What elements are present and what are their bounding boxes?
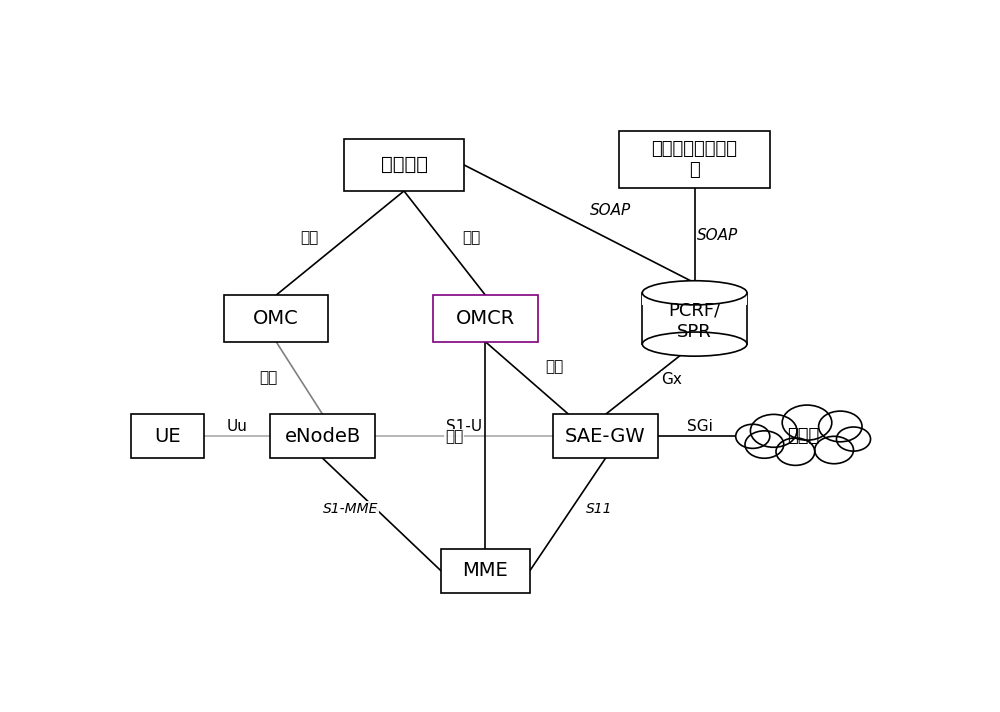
- Text: SOAP: SOAP: [697, 228, 738, 243]
- Text: PCRF/
SPR: PCRF/ SPR: [668, 302, 721, 340]
- Text: 南向: 南向: [545, 360, 563, 375]
- Bar: [642, 281, 747, 305]
- Text: 北向: 北向: [300, 230, 318, 245]
- Text: 宽带网: 宽带网: [787, 427, 819, 445]
- FancyBboxPatch shape: [131, 414, 204, 459]
- Text: SOAP: SOAP: [590, 203, 631, 218]
- Ellipse shape: [642, 332, 747, 356]
- Ellipse shape: [745, 431, 784, 459]
- FancyBboxPatch shape: [441, 549, 530, 592]
- Ellipse shape: [836, 427, 871, 451]
- Text: OMCR: OMCR: [456, 309, 515, 328]
- FancyBboxPatch shape: [553, 414, 658, 459]
- Text: 运营商业务支撑系
统: 运营商业务支撑系 统: [652, 140, 738, 179]
- Ellipse shape: [815, 436, 854, 464]
- FancyBboxPatch shape: [270, 414, 375, 459]
- Text: Gx: Gx: [661, 372, 682, 387]
- Ellipse shape: [750, 414, 797, 447]
- Text: 北向: 北向: [463, 230, 481, 245]
- Text: 综合网管: 综合网管: [380, 155, 428, 174]
- Ellipse shape: [642, 281, 747, 305]
- Text: SGi: SGi: [687, 419, 712, 434]
- Text: OMC: OMC: [253, 309, 299, 328]
- FancyBboxPatch shape: [619, 131, 770, 188]
- FancyBboxPatch shape: [224, 295, 328, 342]
- Text: S1-U: S1-U: [446, 419, 482, 434]
- Text: S1-MME: S1-MME: [323, 502, 378, 516]
- Text: eNodeB: eNodeB: [285, 426, 361, 446]
- Text: SAE-GW: SAE-GW: [565, 426, 646, 446]
- FancyBboxPatch shape: [344, 139, 464, 191]
- Ellipse shape: [819, 411, 862, 441]
- Text: 南向: 南向: [259, 370, 278, 386]
- Text: UE: UE: [154, 426, 181, 446]
- Text: Uu: Uu: [227, 419, 248, 434]
- Text: MME: MME: [462, 561, 508, 580]
- Ellipse shape: [736, 424, 770, 449]
- Text: 南向: 南向: [445, 429, 464, 444]
- Bar: [642, 293, 747, 344]
- Text: S11: S11: [585, 502, 612, 516]
- Ellipse shape: [782, 405, 832, 440]
- Ellipse shape: [776, 438, 815, 466]
- FancyBboxPatch shape: [433, 295, 538, 342]
